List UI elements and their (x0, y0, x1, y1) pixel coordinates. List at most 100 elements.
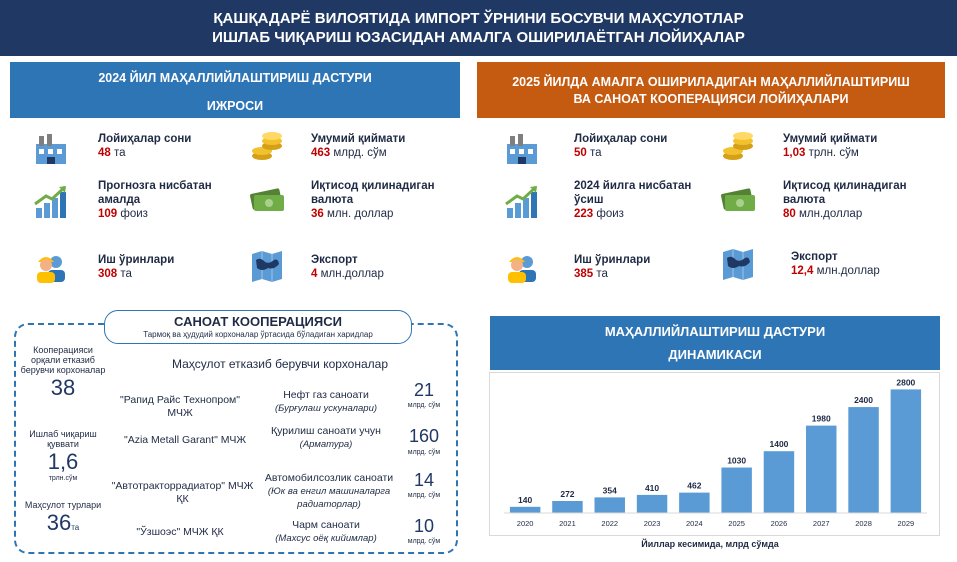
coins-icon (719, 128, 757, 164)
bar-value-label: 1030 (727, 456, 746, 466)
item-label: Иқтисод қилинадиган валюта (311, 180, 435, 206)
item-value: 1,03 трлн. сўм (783, 147, 859, 159)
dynamics-bar-chart: 140 2020 272 2021 354 2022 410 2023 462 2024 1030 2… (504, 377, 927, 528)
item-label: Иш ўринлари (98, 254, 175, 266)
item-label: Иқтисод қилинадиган валюта (783, 180, 907, 206)
bar-2026 (763, 451, 795, 513)
x-tick-label: 2027 (813, 519, 830, 528)
bar-value-label: 2400 (854, 395, 873, 405)
row-industry: Чарм саноати (Махсус оёқ кийимлар) (275, 519, 377, 544)
x-tick-label: 2023 (644, 519, 661, 528)
item-value: 48 та (98, 147, 126, 159)
growth-chart-icon (503, 184, 541, 220)
bar-2021 (552, 500, 583, 513)
row-industry: Нефт газ саноати (Бурғулаш ускуналари) (274, 389, 378, 414)
bar-2025 (721, 467, 752, 513)
left-item-forecast: Прогнозга нисбатан амалда 109 фоиз (98, 179, 238, 221)
coop-stat-product-types: Маҳсулот турлари 36та (18, 500, 108, 536)
x-tick-label: 2026 (771, 519, 788, 528)
page-header: ҚАШҚАДАРЁ ВИЛОЯТИДА ИМПОРТ ЎРНИНИ БОСУВЧ… (0, 0, 957, 56)
stat-label: Ишлаб чиқариш қуввати (29, 429, 97, 449)
item-label: Лойиҳалар сони (574, 133, 668, 145)
row-amount: 21 (413, 380, 435, 400)
item-label: Умумий қиймати (783, 133, 878, 145)
suppliers-heading: Маҳсулот етказиб берувчи корхоналар (171, 357, 389, 371)
x-tick-label: 2022 (601, 519, 618, 528)
item-value: 4 млн.доллар (311, 268, 384, 280)
left-item-total-value: Умумий қиймати 463 млрд. сўм (311, 132, 461, 160)
item-value: 308 та (98, 268, 132, 280)
right-item-jobs: Иш ўринлари 385 та (574, 253, 714, 281)
coop-stat-capacity: Ишлаб чиқариш қуввати 1,6 трлн.сўм (18, 429, 108, 482)
left-panel-title-line-1: 2024 ЙИЛ МАҲАЛЛИЙЛАШТИРИШ ДАСТУРИ (98, 71, 372, 85)
row-industry: Қурилиш саноати учун (Арматура) (271, 425, 381, 450)
x-tick-label: 2020 (517, 519, 534, 528)
cooperation-title: САНОАТ КООПЕРАЦИЯСИ (174, 314, 342, 329)
right-item-export: Экспорт 12,4 млн.доллар (791, 250, 941, 278)
row-company: "Автотракторрадиатор" МЧЖ ҚК (111, 480, 254, 505)
bar-value-label: 140 (518, 495, 532, 505)
bar-value-label: 272 (560, 489, 574, 499)
stat-label: Маҳсулот турлари (24, 500, 102, 510)
right-item-currency: Иқтисод қилинадиган валюта 80 млн.доллар (783, 179, 943, 221)
item-value: 12,4 млн.доллар (791, 265, 880, 277)
item-value: 463 млрд. сўм (311, 147, 387, 159)
item-label: Лойиҳалар сони (98, 133, 192, 145)
bar-value-label: 410 (645, 483, 659, 493)
item-value: 36 млн. доллар (311, 208, 394, 220)
coins-icon (248, 128, 286, 164)
item-value: 385 та (574, 268, 608, 280)
world-map-icon (719, 246, 757, 282)
right-item-total-value: Умумий қиймати 1,03 трлн. сўм (783, 132, 943, 160)
bar-value-label: 1980 (812, 414, 831, 424)
bar-value-label: 462 (687, 481, 701, 491)
bar-value-label: 354 (603, 485, 617, 495)
item-label: 2024 йилга нисбатан ўсиш (574, 180, 692, 206)
bar-2022 (594, 497, 625, 513)
stat-unit: трлн.сўм (48, 475, 78, 482)
row-unit: млрд. сўм (407, 492, 441, 499)
row-unit: млрд. сўм (407, 449, 441, 456)
right-panel-title-line-2: ВА САНОАТ КООПЕРАЦИЯСИ ЛОЙИҲАЛАРИ (573, 92, 849, 106)
left-panel-title: 2024 ЙИЛ МАҲАЛЛИЙЛАШТИРИШ ДАСТУРИ ИЖРОСИ (10, 62, 460, 118)
bar-2023 (636, 494, 668, 513)
item-label: Иш ўринлари (574, 254, 651, 266)
bar-value-label: 1400 (769, 439, 788, 449)
row-amount: 14 (413, 470, 435, 490)
left-item-currency: Иқтисод қилинадиган валюта 36 млн. долла… (311, 179, 461, 221)
workers-icon (32, 248, 70, 284)
money-stack-icon (719, 181, 757, 217)
factory-icon (32, 130, 70, 166)
stat-value: 38 (50, 375, 76, 400)
right-item-growth: 2024 йилга нисбатан ўсиш 223 фоиз (574, 179, 714, 221)
row-industry: Автомобилсозлик саноати (Юк ва енгил маши… (264, 472, 394, 510)
row-unit: млрд. сўм (407, 402, 441, 409)
workers-icon (503, 248, 541, 284)
item-label: Умумий қиймати (311, 133, 406, 145)
x-tick-label: 2028 (855, 519, 872, 528)
left-item-projects: Лойиҳалар сони 48 та (98, 132, 238, 160)
dynamics-title-line-1: МАҲАЛЛИЙЛАШТИРИШ ДАСТУРИ (604, 324, 826, 339)
x-tick-label: 2029 (898, 519, 915, 528)
row-amount: 160 (408, 426, 440, 446)
cooperation-subtitle: Тармоқ ва ҳудудий корхоналар ўртасида бў… (143, 330, 373, 339)
stat-value: 1,6 (47, 449, 79, 474)
row-amount: 10 (413, 516, 435, 536)
x-tick-label: 2024 (686, 519, 703, 528)
money-stack-icon (248, 181, 286, 217)
bar-2020 (509, 506, 541, 513)
item-value: 223 фоиз (574, 208, 624, 220)
item-value: 50 та (574, 147, 602, 159)
coop-stat-suppliers: Кооперацияси орқали етказиб берувчи корх… (18, 345, 108, 401)
dynamics-chart-frame: 140 2020 272 2021 354 2022 410 2023 462 2024 1030 2… (489, 372, 940, 536)
cooperation-title-pill: САНОАТ КООПЕРАЦИЯСИ Тармоқ ва ҳудудий ко… (104, 310, 412, 344)
item-value: 80 млн.доллар (783, 208, 863, 220)
row-unit: млрд. сўм (407, 538, 441, 545)
bar-2028 (848, 407, 879, 513)
dynamics-title-line-2: ДИНАМИКАСИ (668, 347, 762, 362)
right-panel-title-line-1: 2025 ЙИЛДА АМАЛГА ОШИРИЛАДИГАН МАҲАЛЛИЙЛ… (512, 75, 910, 89)
factory-icon (503, 130, 541, 166)
stat-label: Кооперацияси орқали етказиб берувчи корх… (20, 345, 106, 375)
row-company: "Рапид Райс Технопром" МЧЖ (120, 394, 240, 419)
right-panel-title: 2025 ЙИЛДА АМАЛГА ОШИРИЛАДИГАН МАҲАЛЛИЙЛ… (477, 62, 945, 118)
